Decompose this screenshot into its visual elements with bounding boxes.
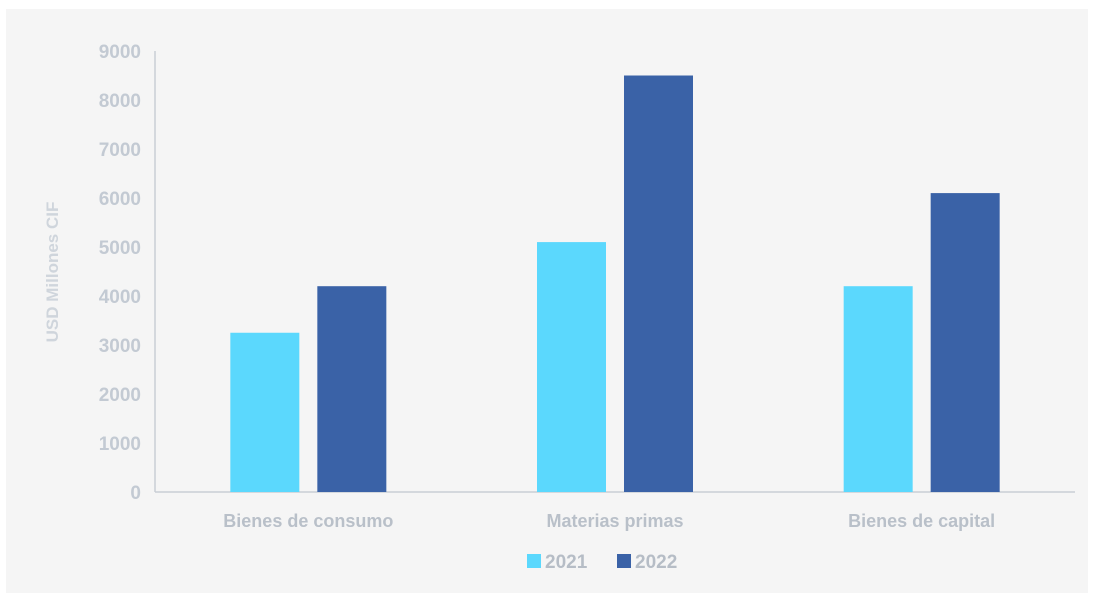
x-tick-label: Bienes de capital	[848, 511, 995, 531]
legend-label: 2021	[545, 552, 588, 573]
y-tick-label: 9000	[99, 42, 141, 63]
y-tick-label: 3000	[99, 336, 141, 357]
y-tick-label: 0	[130, 483, 141, 504]
y-tick-label: 7000	[99, 140, 141, 161]
legend-swatch-2022	[617, 554, 631, 568]
y-tick-label: 1000	[99, 434, 141, 455]
y-tick-label: 6000	[99, 189, 141, 210]
x-tick-label: Bienes de consumo	[223, 511, 393, 531]
y-tick-label: 5000	[99, 238, 141, 259]
y-tick-label: 8000	[99, 91, 141, 112]
bar-2022-0	[317, 286, 387, 492]
bar-2021-2	[843, 286, 913, 492]
bar-2021-0	[230, 332, 300, 492]
y-tick-label: 4000	[99, 287, 141, 308]
x-tick-label: Materias primas	[546, 511, 683, 531]
y-tick-label: 2000	[99, 385, 141, 406]
bar-2021-1	[537, 242, 606, 492]
legend-label: 2022	[635, 552, 677, 573]
y-axis-label: USD Millones CIF	[43, 202, 62, 343]
bar-2022-2	[930, 193, 1000, 492]
legend-swatch-2021	[527, 554, 541, 568]
bar-2022-1	[624, 75, 693, 492]
